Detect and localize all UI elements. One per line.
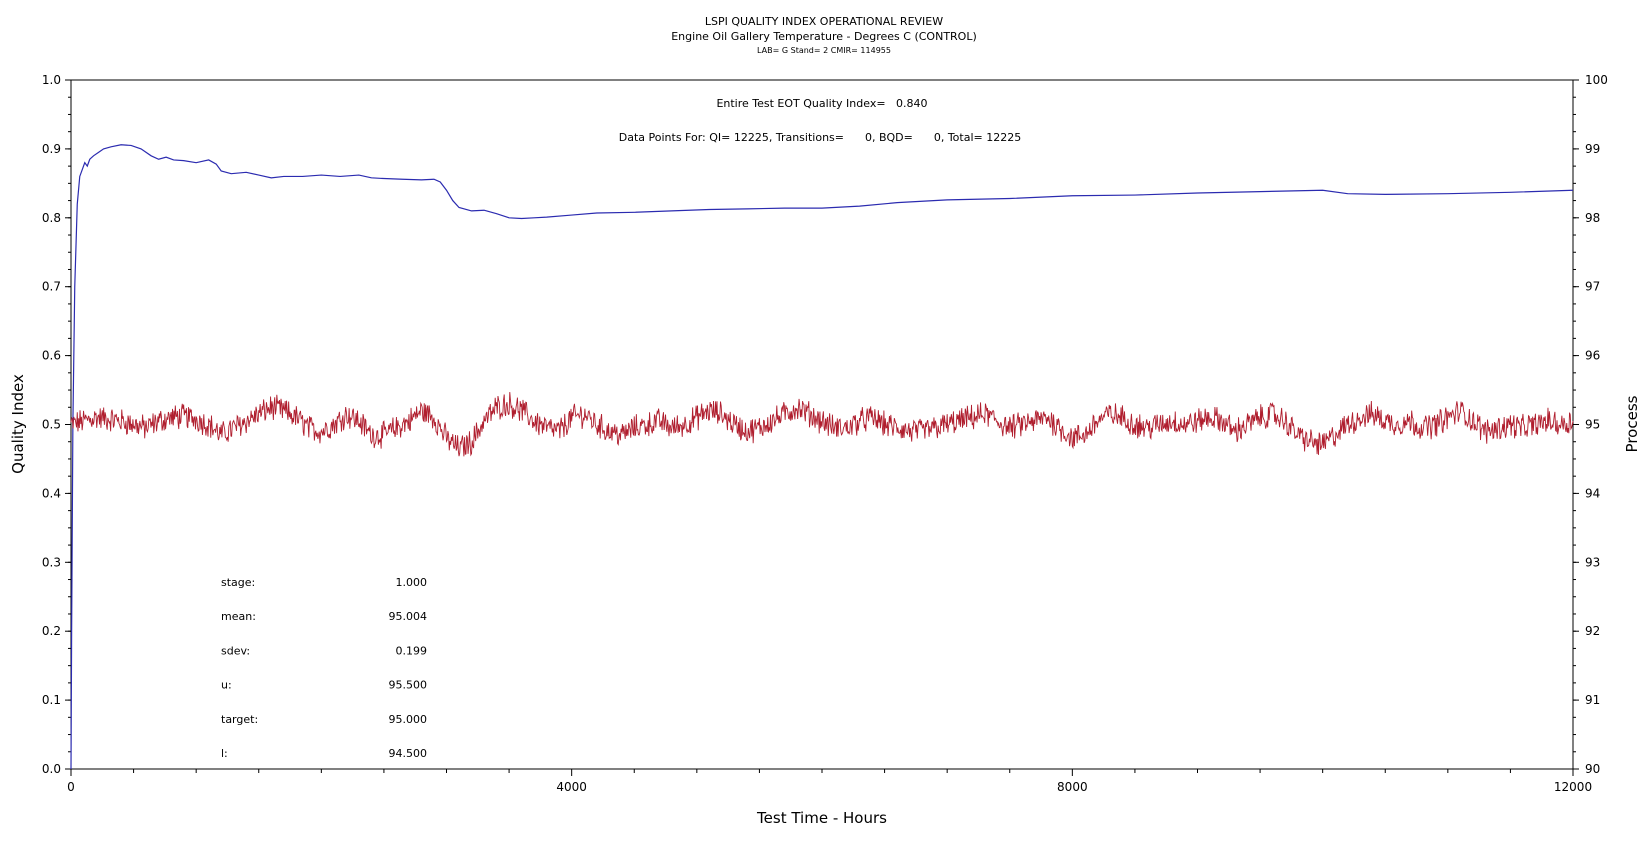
x-tick-label: 8000 [1057,780,1088,794]
y-left-tick-label: 1.0 [42,73,61,87]
y-left-tick-label: 0.1 [42,693,61,707]
y-left-tick-label: 0.0 [42,762,61,776]
chart-title: LSPI QUALITY INDEX OPERATIONAL REVIEW [705,15,943,28]
qi-annotation: Entire Test EOT Quality Index= 0.840 [716,97,927,110]
y-left-tick-label: 0.6 [42,349,61,363]
stats-table: stage: 1.000 mean: 95.004 sdev: 0.199 u: 95.500… [221,576,427,760]
y-right-tick-label: 96 [1585,349,1600,363]
stat-label: mean: [221,610,256,623]
chart-lab-line: LAB= G Stand= 2 CMIR= 114955 [757,46,891,55]
stat-label: l: [221,747,228,760]
y-left-tick-label: 0.2 [42,624,61,638]
points-annotation: Data Points For: QI= 12225, Transitions=… [619,131,1021,144]
stat-value: 95.000 [389,713,428,726]
y-left-tick-label: 0.4 [42,486,61,500]
y-right-tick-label: 98 [1585,211,1600,225]
x-tick-label: 12000 [1554,780,1592,794]
x-tick-label: 4000 [556,780,587,794]
process-line [70,392,1574,457]
stat-value: 95.500 [389,679,428,692]
series-lines [70,144,1574,770]
stat-value: 1.000 [396,576,428,589]
chart-subtitle: Engine Oil Gallery Temperature - Degrees… [671,30,977,43]
y-right-axis-label: Process [1623,395,1641,452]
y-right-tick-label: 91 [1585,693,1600,707]
y-left-tick-label: 0.3 [42,555,61,569]
stat-label: stage: [221,576,255,589]
stat-label: u: [221,679,232,692]
stat-value: 94.500 [389,747,428,760]
y-right-tick-label: 100 [1585,73,1608,87]
y-right-tick-label: 95 [1585,418,1600,432]
y-left-tick-label: 0.9 [42,142,61,156]
stat-value: 0.199 [396,644,428,657]
x-axis-label: Test Time - Hours [756,809,887,827]
axis-ticks: 0 4000 8000 12000 0.0 0.1 0.2 0.3 0.4 0.5 0.6 0.7 0.… [42,73,1608,794]
y-left-tick-label: 0.7 [42,280,61,294]
y-right-tick-label: 99 [1585,142,1600,156]
stat-label: target: [221,713,258,726]
y-right-tick-label: 90 [1585,762,1600,776]
quality-index-line [70,144,1574,770]
y-right-tick-label: 92 [1585,624,1600,638]
x-tick-label: 0 [67,780,75,794]
y-right-tick-label: 97 [1585,280,1600,294]
stat-label: sdev: [221,644,250,657]
y-right-tick-label: 94 [1585,486,1600,500]
y-left-tick-label: 0.5 [42,418,61,432]
stat-value: 95.004 [389,610,428,623]
y-right-tick-label: 93 [1585,555,1600,569]
y-left-axis-label: Quality Index [9,374,27,474]
y-left-tick-label: 0.8 [42,211,61,225]
